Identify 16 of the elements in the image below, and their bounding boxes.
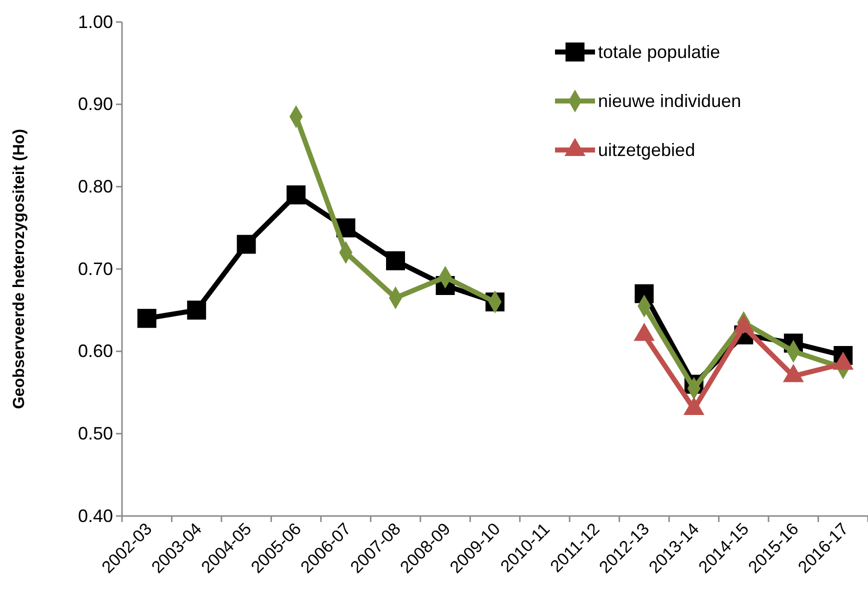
y-tick-label: 0.60 [78, 341, 113, 362]
y-tick-label: 0.70 [78, 258, 113, 279]
y-tick-label: 0.90 [78, 94, 113, 114]
y-tick-label: 0.50 [78, 423, 113, 444]
point [236, 234, 256, 254]
legend-label: uitzetgebied [598, 140, 696, 160]
y-tick-label: 0.40 [78, 506, 113, 526]
legend-label: nieuwe individuen [598, 91, 742, 111]
y-axis-title: Geobserveerde heterozygositeit (Ho) [11, 128, 28, 410]
point [286, 185, 306, 204]
legend-label: totale populatie [598, 42, 720, 62]
y-tick-label: 1.00 [78, 12, 113, 32]
y-tick-label: 0.80 [78, 176, 113, 196]
point [187, 300, 206, 320]
point [137, 308, 156, 328]
point [386, 251, 406, 270]
